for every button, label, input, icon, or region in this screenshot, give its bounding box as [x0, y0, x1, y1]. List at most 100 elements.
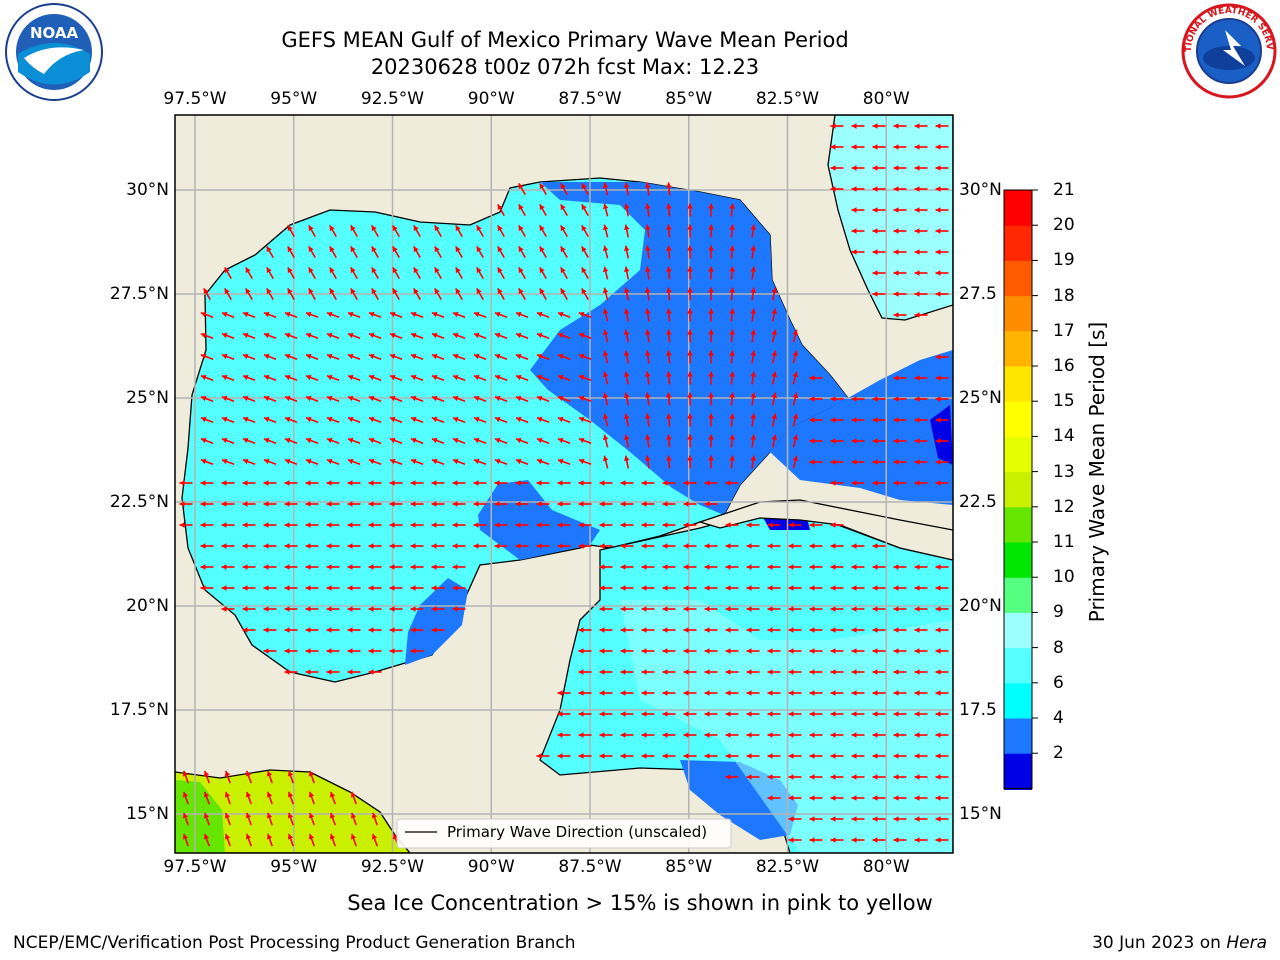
wave-arrow: [473, 480, 487, 486]
wave-arrow: [536, 458, 550, 465]
wave-arrow: [725, 732, 739, 738]
wave-arrow: [914, 165, 928, 171]
wave-arrow: [494, 311, 508, 318]
wave-arrow: [494, 522, 508, 528]
wave-arrow-head: [200, 311, 207, 318]
wave-arrow: [935, 354, 949, 360]
wave-arrow-head: [326, 522, 332, 528]
wave-arrow: [389, 353, 403, 360]
wave-arrow-head: [368, 606, 374, 612]
wave-arrow: [830, 186, 844, 192]
wave-arrow: [347, 606, 361, 612]
wave-arrow: [666, 245, 672, 259]
wave-arrow: [452, 311, 466, 318]
wave-arrow: [368, 374, 382, 381]
wave-arrow-head: [893, 249, 899, 255]
wave-arrow: [347, 332, 361, 339]
wave-arrow: [893, 585, 907, 591]
wave-arrow-head: [431, 395, 438, 402]
wave-arrow-head: [893, 753, 899, 759]
wave-arrow-head: [746, 648, 752, 654]
wave-arrow: [599, 732, 613, 738]
wave-arrow: [431, 585, 445, 591]
wave-arrow-head: [347, 332, 354, 339]
wave-arrow-head: [666, 287, 672, 293]
wave-arrow-head: [851, 123, 857, 129]
wave-arrow-head: [368, 437, 375, 444]
wave-arrow-head: [557, 332, 564, 339]
wave-arrow-head: [452, 543, 458, 549]
wave-arrow: [935, 648, 949, 654]
wave-arrow-head: [413, 225, 419, 232]
wave-arrow-head: [662, 501, 668, 507]
wave-arrow-head: [935, 753, 941, 759]
wave-arrow-head: [851, 774, 857, 780]
wave-arrow: [242, 627, 256, 633]
wave-arrow-head: [750, 371, 756, 377]
wave-arrow: [914, 270, 928, 276]
wave-arrow: [725, 522, 739, 528]
wave-arrow: [683, 648, 697, 654]
colorbar-tick-label: 4: [1053, 708, 1064, 728]
wave-arrow-head: [368, 353, 375, 360]
wave-arrow-head: [788, 690, 794, 696]
wave-arrow-head: [893, 396, 899, 402]
wave-arrow: [893, 165, 907, 171]
wave-arrow: [914, 564, 928, 570]
wave-arrow-head: [410, 480, 416, 486]
wave-arrow-head: [389, 395, 396, 402]
wave-arrow: [431, 311, 445, 318]
wave-arrow: [935, 669, 949, 675]
wave-arrow: [497, 203, 505, 217]
wave-arrow: [935, 417, 949, 423]
wave-arrow: [792, 392, 799, 406]
wave-arrow-head: [662, 648, 668, 654]
wave-arrow-head: [809, 585, 815, 591]
wave-arrow-head: [623, 413, 630, 420]
wave-arrow: [893, 837, 907, 843]
wave-arrow-head: [830, 123, 836, 129]
wave-arrow: [662, 564, 676, 570]
wave-arrow-head: [410, 437, 417, 444]
wave-arrow-head: [410, 332, 417, 339]
wave-arrow-head: [935, 732, 941, 738]
wave-arrow-head: [683, 480, 689, 486]
wave-arrow-head: [287, 246, 293, 253]
wave-arrow-head: [725, 606, 731, 612]
wave-arrow-head: [767, 564, 773, 570]
wave-arrow-head: [750, 245, 756, 251]
wave-arrow: [935, 816, 949, 822]
wave-arrow: [350, 245, 358, 259]
wave-arrow: [623, 329, 630, 343]
wave-arrow-head: [935, 606, 941, 612]
wave-arrow: [645, 182, 651, 196]
wave-arrow-head: [515, 458, 522, 465]
wave-arrow: [893, 459, 907, 465]
wave-arrow: [578, 332, 592, 339]
wave-arrow: [935, 396, 949, 402]
wave-arrow-head: [560, 288, 566, 295]
wave-arrow: [830, 522, 844, 528]
wave-arrow-head: [767, 732, 773, 738]
wave-arrow-head: [683, 543, 689, 549]
wave-arrow: [371, 287, 379, 301]
wave-arrow-head: [851, 165, 857, 171]
wave-arrow-head: [662, 585, 668, 591]
colorbar-segment: [1004, 506, 1032, 543]
wave-arrow-head: [266, 791, 273, 798]
wave-arrow: [305, 627, 319, 633]
lon-tick-bottom: 95°W: [270, 857, 318, 877]
lon-tick-top: 97.5°W: [163, 89, 227, 109]
wave-arrow-head: [645, 287, 651, 293]
wave-arrow: [536, 332, 550, 339]
wave-arrow-head: [645, 308, 651, 314]
wave-arrow: [893, 564, 907, 570]
colorbar-segment: [1004, 471, 1032, 508]
wave-arrow: [221, 543, 235, 549]
colorbar-tick-label: 10: [1053, 567, 1075, 588]
wave-arrow-head: [179, 501, 185, 507]
wave-arrow: [620, 711, 634, 717]
wave-arrow: [872, 774, 886, 780]
wave-arrow: [683, 522, 697, 528]
